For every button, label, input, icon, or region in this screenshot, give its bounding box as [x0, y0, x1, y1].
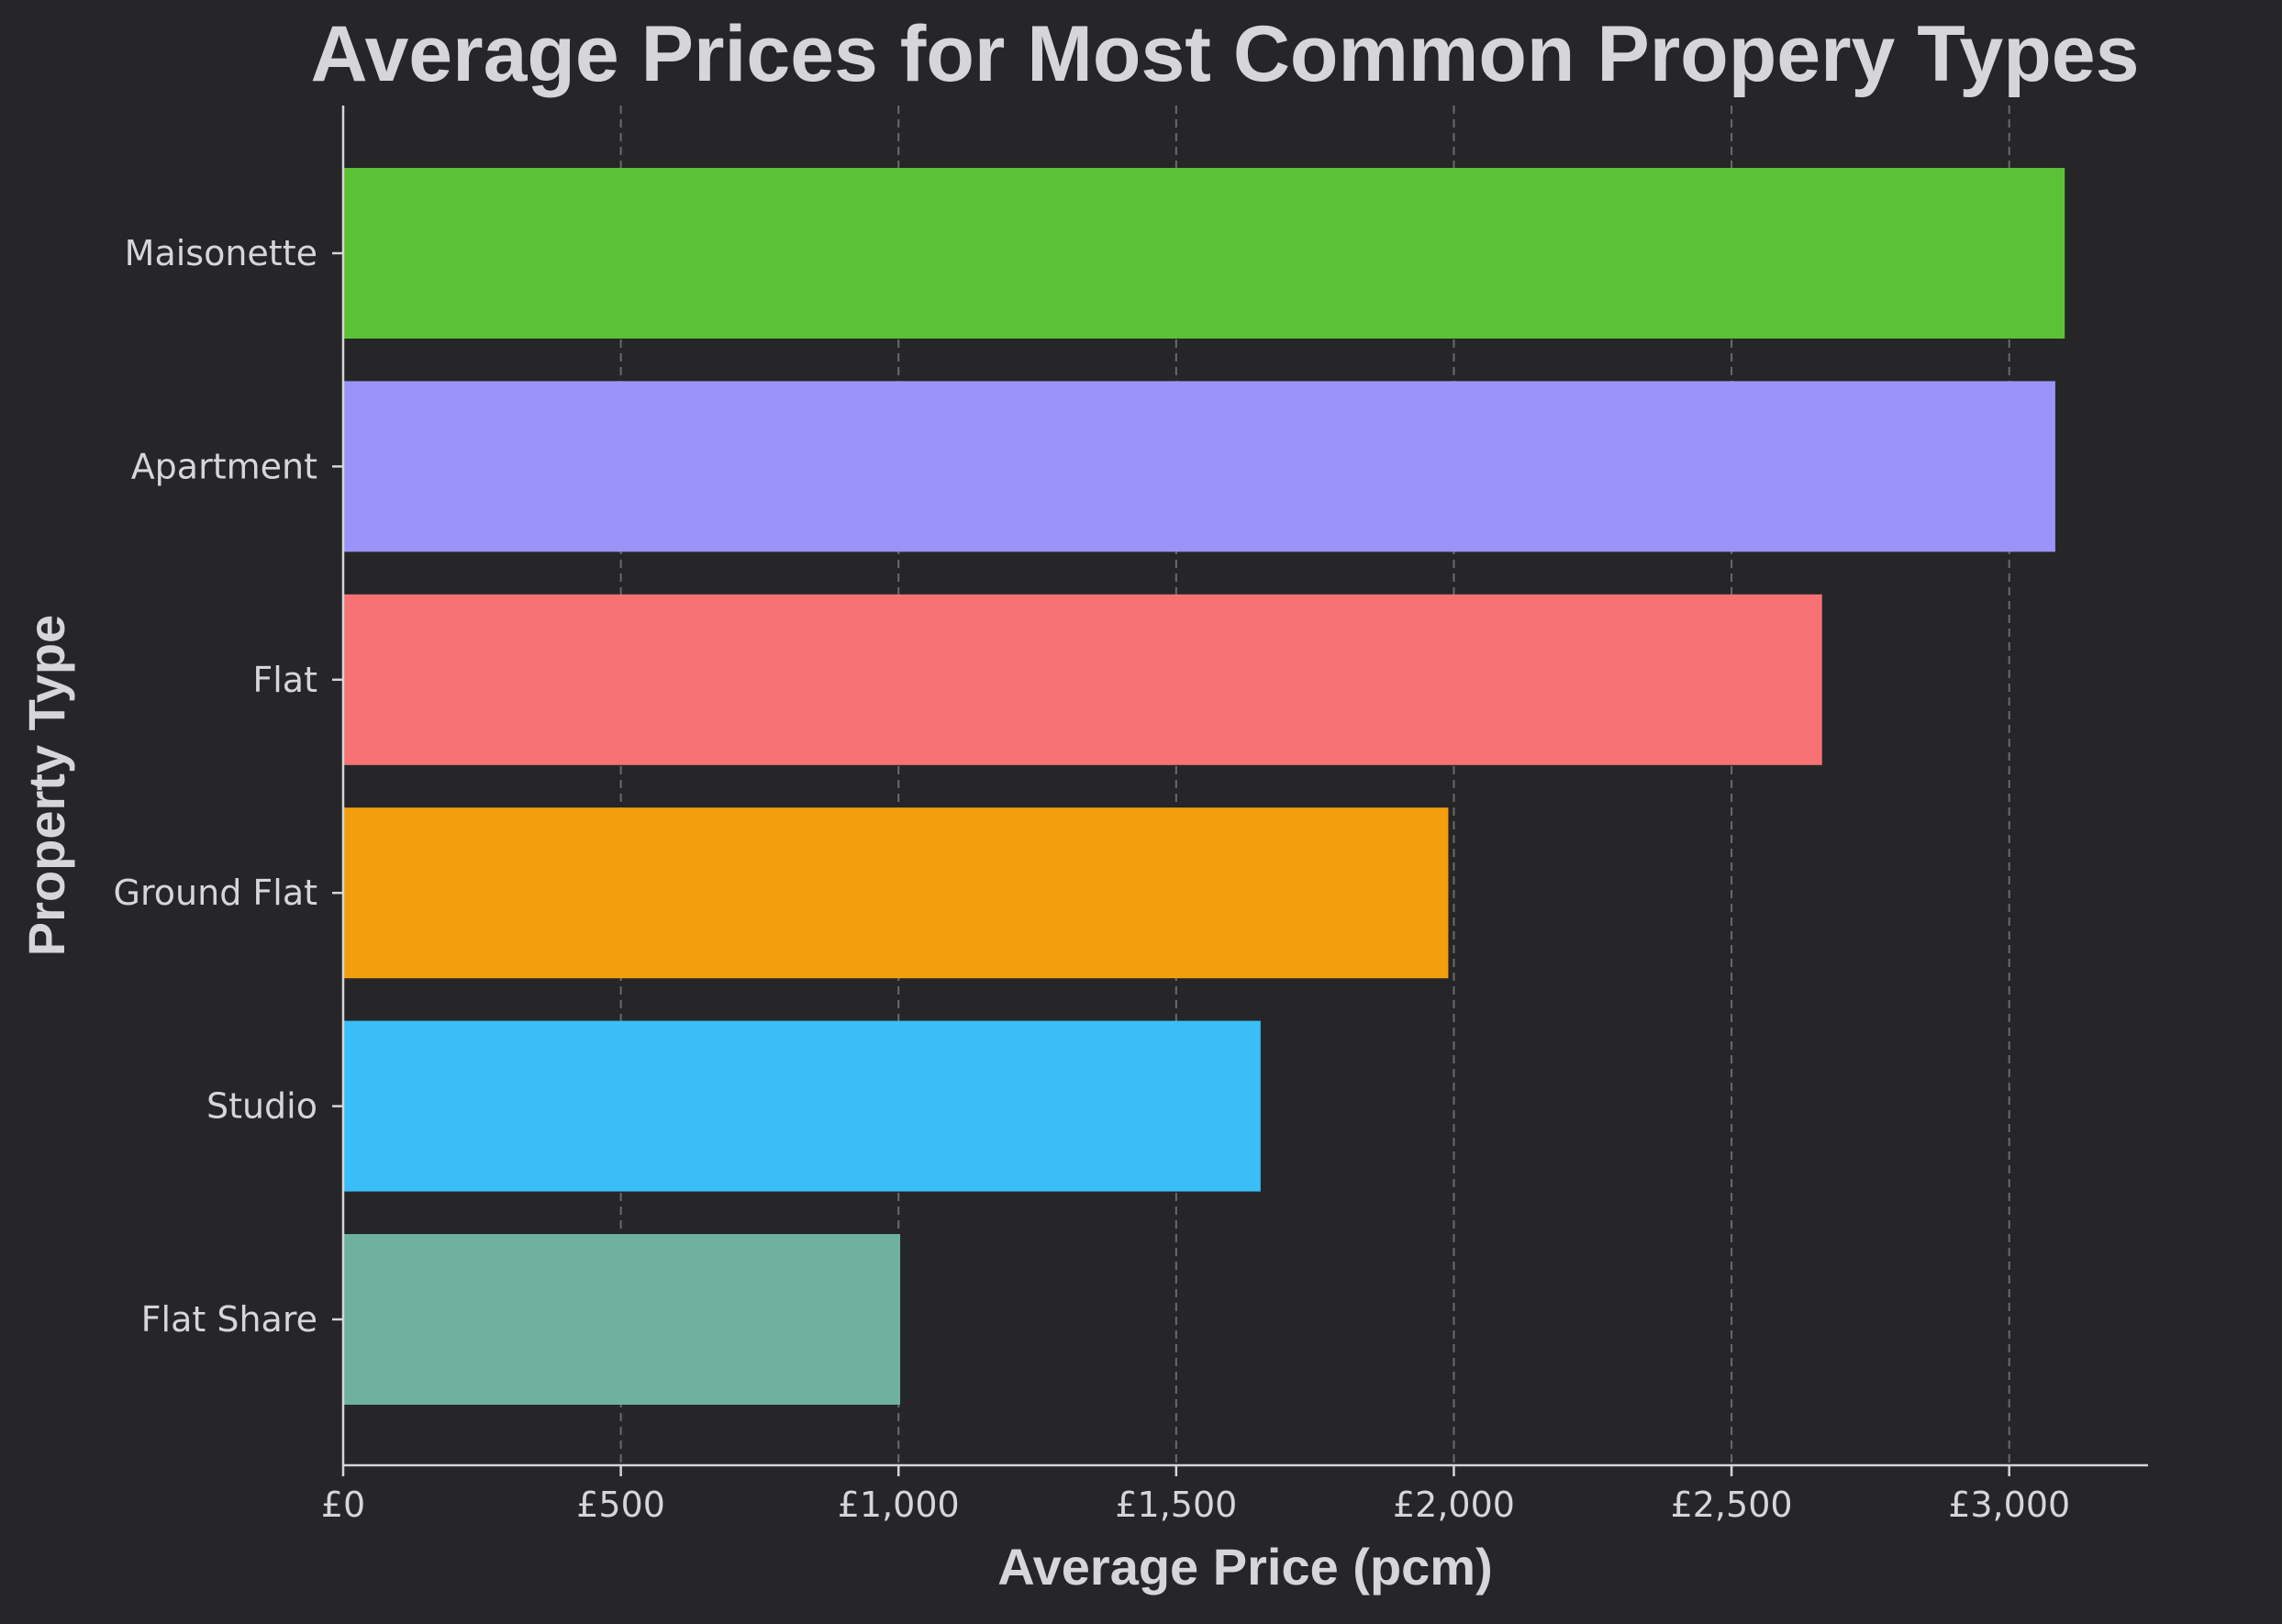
axes	[341, 106, 2148, 1467]
y-tick-label: Apartment	[131, 446, 317, 486]
y-tick-label: Flat	[252, 660, 317, 700]
y-axis-label: Property Type	[17, 615, 75, 956]
bar-ground-flat	[343, 807, 1449, 979]
bar-studio	[343, 1020, 1261, 1192]
x-tick-label: £3,000	[1948, 1485, 2070, 1525]
x-axis-label: Average Price (pcm)	[997, 1538, 1493, 1596]
y-tick-label: Flat Share	[141, 1299, 317, 1340]
x-axis-ticks: £0 £500 £1,000 £1,500 £2,000 £2,500 £3,000	[321, 1465, 2070, 1525]
chart-title: Average Prices for Most Common Propery T…	[311, 10, 2140, 98]
x-tick-label: £0	[321, 1485, 365, 1525]
x-tick-label: £2,500	[1671, 1485, 1793, 1525]
bar-apartment	[343, 381, 2055, 552]
y-tick-label: Maisonette	[125, 233, 317, 273]
x-tick-label: £1,000	[838, 1485, 960, 1525]
bar-flat	[343, 594, 1822, 765]
bar-flat-share	[343, 1234, 901, 1405]
x-tick-label: £1,500	[1115, 1485, 1237, 1525]
x-tick-label: £2,000	[1393, 1485, 1515, 1525]
x-tick-label: £500	[576, 1485, 665, 1525]
bar-maisonette	[343, 168, 2065, 339]
bars	[343, 168, 2065, 1405]
y-tick-label: Studio	[206, 1086, 317, 1127]
y-axis-ticks: Maisonette Apartment Flat Ground Flat Studio…	[114, 233, 343, 1340]
y-tick-label: Ground Flat	[114, 873, 317, 913]
